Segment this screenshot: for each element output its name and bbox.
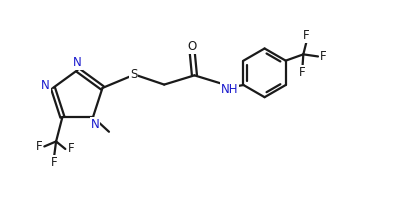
Text: O: O: [188, 40, 197, 53]
Text: NH: NH: [221, 83, 239, 96]
Text: F: F: [303, 29, 310, 42]
Text: N: N: [91, 118, 100, 131]
Text: F: F: [320, 50, 327, 63]
Text: S: S: [130, 68, 137, 81]
Text: N: N: [74, 56, 82, 69]
Text: F: F: [51, 156, 57, 169]
Text: N: N: [41, 79, 50, 92]
Text: F: F: [68, 142, 74, 155]
Text: F: F: [299, 66, 306, 79]
Text: F: F: [36, 140, 42, 153]
